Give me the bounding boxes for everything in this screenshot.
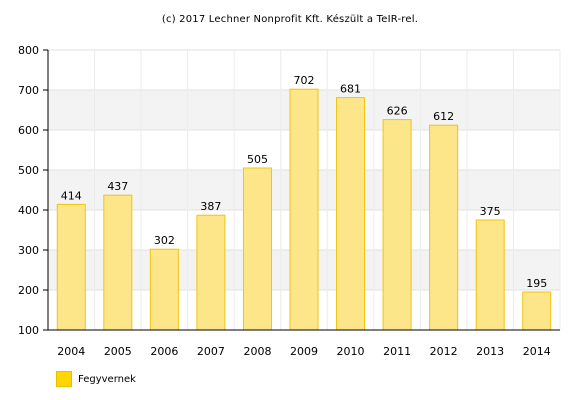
data-label: 681 — [340, 83, 361, 96]
x-tick-label: 2006 — [150, 345, 178, 358]
x-tick-label: 2005 — [104, 345, 132, 358]
bar — [475, 219, 505, 331]
y-tick-label: 400 — [18, 204, 39, 217]
x-tick-label: 2011 — [383, 345, 411, 358]
y-tick-label: 200 — [18, 284, 39, 297]
data-label: 375 — [480, 205, 501, 218]
copyright-text: (c) 2017 Lechner Nonprofit Kft. Készült … — [161, 14, 419, 25]
bar — [336, 97, 366, 331]
y-tick-label: 100 — [18, 324, 39, 337]
data-label: 505 — [247, 153, 268, 166]
x-tick-label: 2014 — [523, 345, 551, 358]
bar — [103, 194, 133, 331]
y-tick-label: 500 — [18, 164, 39, 177]
data-label: 195 — [526, 277, 547, 290]
x-tick-label: 2012 — [430, 345, 458, 358]
data-label: 702 — [294, 74, 315, 87]
x-tick-label: 2007 — [197, 345, 225, 358]
x-tick-label: 2013 — [476, 345, 504, 358]
x-tick-label: 2009 — [290, 345, 318, 358]
bar — [242, 167, 272, 331]
x-tick-label: 2010 — [337, 345, 365, 358]
y-tick-label: 800 — [18, 44, 39, 57]
x-tick-label: 2004 — [57, 345, 85, 358]
bar — [196, 214, 226, 331]
axes: 100 200 300 400 500 600 700 800 2004 2005 2006 2007… — [18, 44, 560, 358]
data-label: 437 — [107, 180, 128, 193]
bar — [289, 88, 319, 331]
bar — [56, 203, 86, 331]
bar — [149, 248, 179, 331]
legend-label: Fegyvernek — [78, 373, 136, 385]
data-label: 612 — [433, 110, 454, 123]
data-label: 302 — [154, 234, 175, 247]
bar — [382, 119, 412, 331]
data-label: 626 — [387, 105, 408, 118]
legend: Fegyvernek — [56, 370, 136, 388]
data-label: 414 — [61, 189, 82, 202]
data-label: 387 — [200, 200, 221, 213]
legend-swatch — [56, 371, 72, 387]
bar — [429, 124, 459, 331]
y-tick-label: 700 — [18, 84, 39, 97]
bar — [522, 291, 552, 331]
bars — [56, 88, 552, 331]
x-tick-label: 2008 — [243, 345, 271, 358]
y-tick-label: 300 — [18, 244, 39, 257]
y-tick-label: 600 — [18, 124, 39, 137]
data-labels: 414 437 302 387 505 702 681 626 612 375 195 — [61, 74, 547, 290]
